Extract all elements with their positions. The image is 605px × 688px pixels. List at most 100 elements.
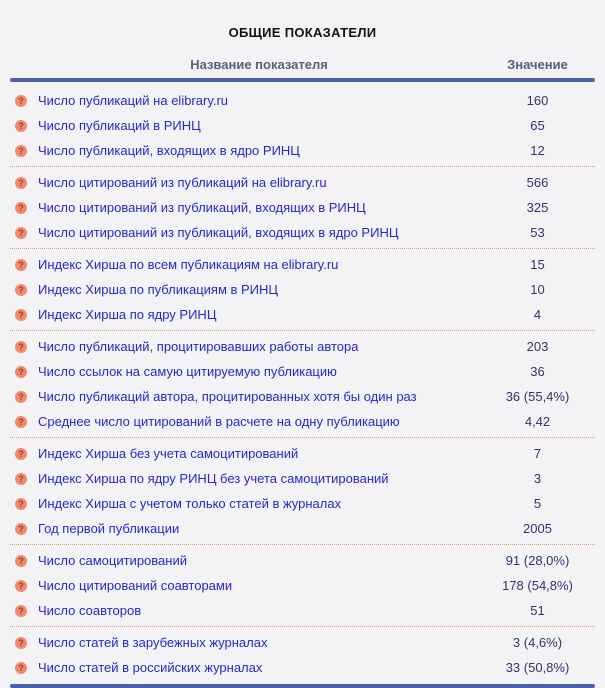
indicator-label: Индекс Хирша по всем публикациям на elib… — [38, 257, 339, 272]
group-separator — [10, 544, 595, 545]
indicator-label: Индекс Хирша по ядру РИНЦ без учета само… — [38, 471, 389, 486]
indicator-value: 12 — [530, 143, 545, 158]
group-separator — [10, 248, 595, 249]
table-row: ? Число публикаций, входящих в ядро РИНЦ 1… — [0, 138, 605, 163]
indicator-value: 4 — [533, 307, 542, 322]
indicator-label: Число публикаций в РИНЦ — [38, 118, 201, 133]
indicator-value: 65 — [530, 118, 545, 133]
help-icon[interactable]: ? — [15, 258, 27, 271]
indicator-label: Число цитирований из публикаций, входящи… — [38, 200, 366, 215]
indicator-label: Индекс Хирша без учета самоцитирований — [38, 446, 299, 461]
group-separator — [10, 166, 595, 167]
help-icon[interactable]: ? — [15, 390, 27, 403]
help-icon[interactable]: ? — [15, 472, 27, 485]
table-row: ? Число публикаций на elibrary.ru 160 — [0, 88, 605, 113]
help-icon[interactable]: ? — [15, 579, 27, 592]
indicator-value: 5 — [533, 496, 542, 511]
indicator-value: 566 — [526, 175, 549, 190]
indicator-value: 3 — [533, 471, 542, 486]
indicator-label: Число публикаций на elibrary.ru — [38, 93, 229, 108]
indicator-value: 203 — [526, 339, 549, 354]
indicator-value: 325 — [526, 200, 549, 215]
table-row: ? Индекс Хирша по ядру РИНЦ без учета сам… — [0, 466, 605, 491]
indicator-label: Число цитирований соавторами — [38, 578, 233, 593]
indicator-value: 3 (4,6%) — [512, 635, 563, 650]
table-row: ? Индекс Хирша без учета самоцитирований 7 — [0, 441, 605, 466]
help-icon[interactable]: ? — [15, 94, 27, 107]
help-icon[interactable]: ? — [15, 226, 27, 239]
table-row: ? Число статей в зарубежных журналах 3 (4,… — [0, 630, 605, 655]
table-top-rule — [10, 78, 595, 82]
table-row: ? Число публикаций в РИНЦ 65 — [0, 113, 605, 138]
help-icon[interactable]: ? — [15, 604, 27, 617]
table-header: Название показателя Значение — [0, 57, 605, 72]
help-icon[interactable]: ? — [15, 201, 27, 214]
help-icon[interactable]: ? — [15, 365, 27, 378]
indicator-value: 36 — [530, 364, 545, 379]
indicator-label: Число статей в зарубежных журналах — [38, 635, 268, 650]
indicator-label: Число цитирований из публикаций, входящи… — [38, 225, 399, 240]
help-icon[interactable]: ? — [15, 144, 27, 157]
table-bottom-rule — [10, 684, 595, 688]
table-row: ? Число самоцитирований 91 (28,0%) — [0, 548, 605, 573]
indicator-label: Число публикаций, процитировавших работы… — [38, 339, 359, 354]
metrics-table-body: ? Число публикаций на elibrary.ru 160? Числ… — [0, 88, 605, 680]
help-icon[interactable]: ? — [15, 283, 27, 296]
table-row: ? Индекс Хирша по ядру РИНЦ 4 — [0, 302, 605, 327]
help-icon[interactable]: ? — [15, 522, 27, 535]
page-title: ОБЩИЕ ПОКАЗАТЕЛИ — [228, 25, 377, 40]
table-row: ? Число соавторов 51 — [0, 598, 605, 623]
help-icon[interactable]: ? — [15, 176, 27, 189]
group-separator — [10, 437, 595, 438]
indicator-label: Число самоцитирований — [38, 553, 187, 568]
indicator-label: Число соавторов — [38, 603, 142, 618]
column-header-name: Название показателя — [190, 57, 328, 72]
indicator-value: 4,42 — [524, 414, 551, 429]
column-header-value: Значение — [507, 57, 568, 72]
table-row: ? Индекс Хирша по публикациям в РИНЦ 10 — [0, 277, 605, 302]
indicator-value: 91 (28,0%) — [505, 553, 570, 568]
indicator-value: 15 — [530, 257, 545, 272]
indicator-value: 7 — [533, 446, 542, 461]
indicator-label: Индекс Хирша по публикациям в РИНЦ — [38, 282, 279, 297]
indicator-value: 36 (55,4%) — [505, 389, 570, 404]
help-icon[interactable]: ? — [15, 119, 27, 132]
indicator-value: 10 — [530, 282, 545, 297]
help-icon[interactable]: ? — [15, 497, 27, 510]
help-icon[interactable]: ? — [15, 340, 27, 353]
indicator-value: 51 — [530, 603, 545, 618]
table-row: ? Число публикаций, процитировавших работ… — [0, 334, 605, 359]
table-row: ? Число цитирований соавторами 178 (54,8%) — [0, 573, 605, 598]
group-separator — [10, 626, 595, 627]
indicator-label: Индекс Хирша по ядру РИНЦ — [38, 307, 217, 322]
indicator-value: 53 — [530, 225, 545, 240]
indicator-value: 33 (50,8%) — [505, 660, 570, 675]
table-row: ? Индекс Хирша по всем публикациям на eli… — [0, 252, 605, 277]
table-row: ? Число цитирований из публикаций, входящ… — [0, 195, 605, 220]
help-icon[interactable]: ? — [15, 415, 27, 428]
indicator-value: 160 — [526, 93, 549, 108]
help-icon[interactable]: ? — [15, 447, 27, 460]
indicator-label: Число цитирований из публикаций на elibr… — [38, 175, 327, 190]
table-row: ? Число публикаций автора, процитированны… — [0, 384, 605, 409]
table-row: ? Число цитирований из публикаций, входящ… — [0, 220, 605, 245]
table-row: ? Среднее число цитирований в расчете на … — [0, 409, 605, 434]
help-icon[interactable]: ? — [15, 308, 27, 321]
indicator-label: Индекс Хирша с учетом только статей в жу… — [38, 496, 342, 511]
table-row: ? Число ссылок на самую цитируемую публик… — [0, 359, 605, 384]
indicator-label: Число статей в российских журналах — [38, 660, 263, 675]
indicator-label: Число публикаций автора, процитированных… — [38, 389, 417, 404]
group-separator — [10, 330, 595, 331]
table-row: ? Индекс Хирша с учетом только статей в ж… — [0, 491, 605, 516]
help-icon[interactable]: ? — [15, 554, 27, 567]
help-icon[interactable]: ? — [15, 636, 27, 649]
indicator-label: Год первой публикации — [38, 521, 180, 536]
indicator-value: 2005 — [523, 521, 552, 536]
table-row: ? Год первой публикации 2005 — [0, 516, 605, 541]
indicator-label: Число публикаций, входящих в ядро РИНЦ — [38, 143, 300, 158]
table-row: ? Число цитирований из публикаций на elib… — [0, 170, 605, 195]
help-icon[interactable]: ? — [15, 661, 27, 674]
indicator-value: 178 (54,8%) — [502, 578, 573, 593]
indicator-label: Среднее число цитирований в расчете на о… — [38, 414, 400, 429]
